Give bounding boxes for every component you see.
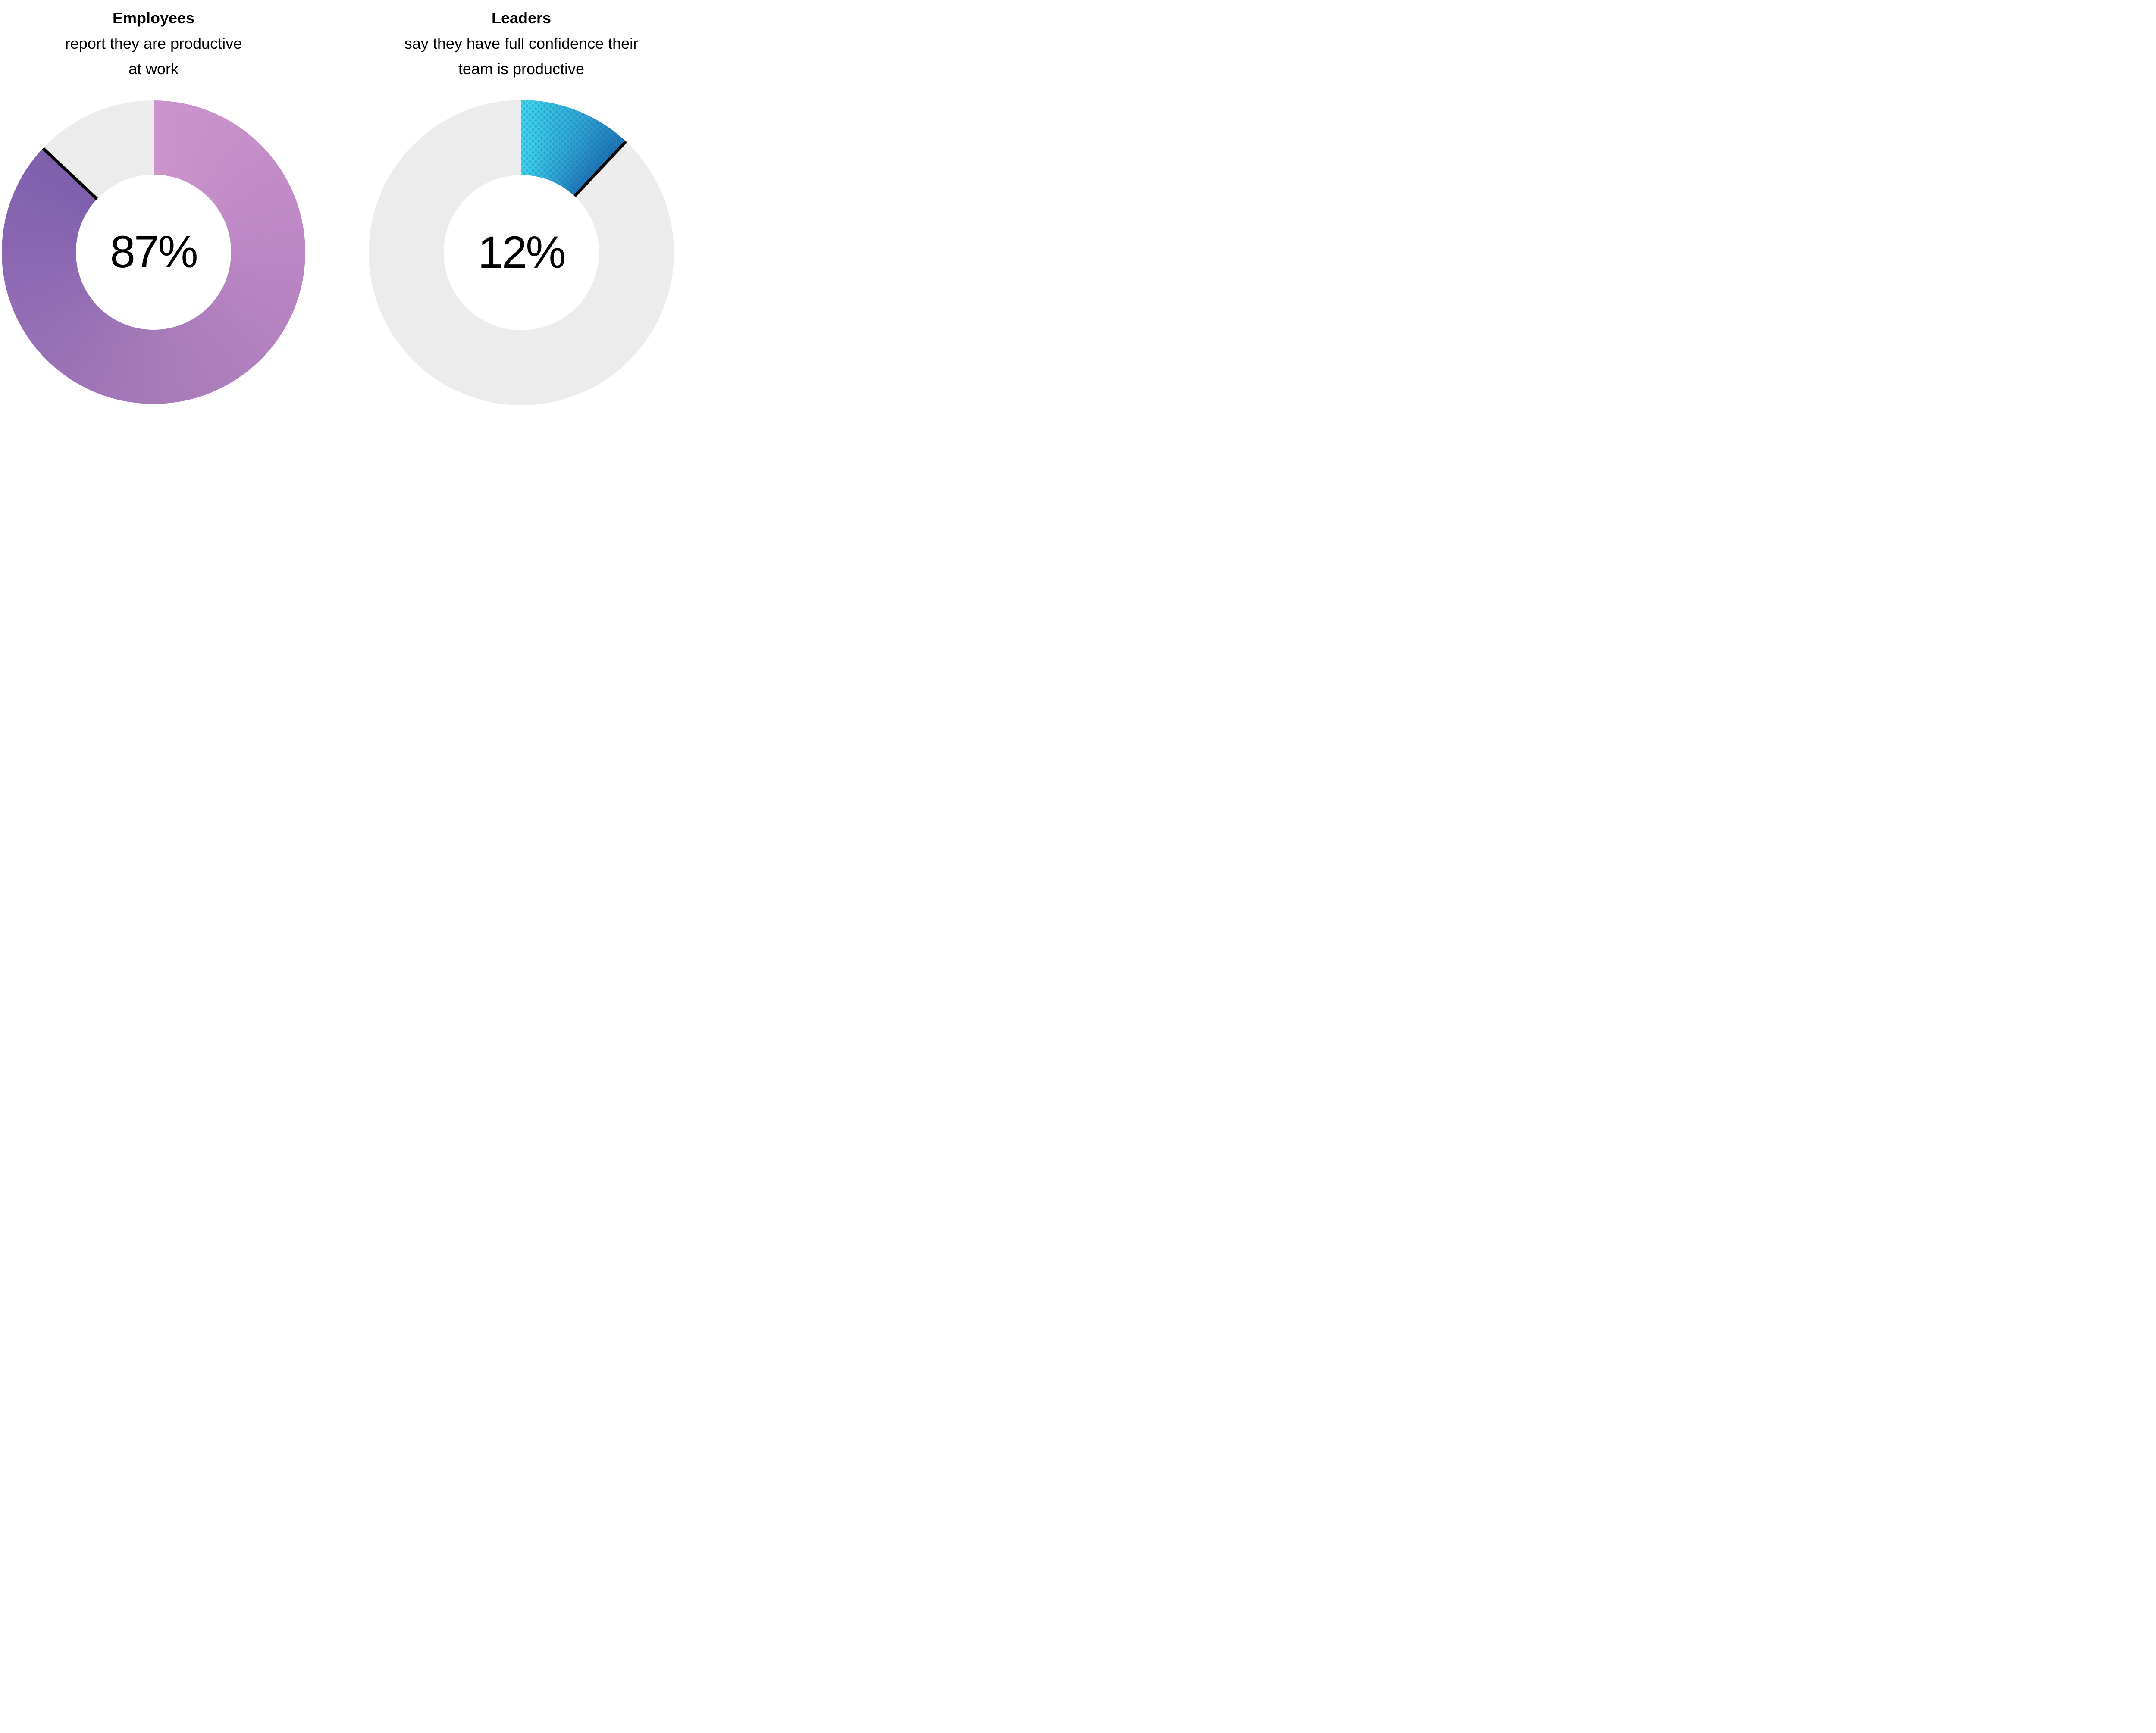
- donut-center-value-leaders: 12%: [478, 227, 566, 278]
- diamond-pattern-overlay: [521, 100, 626, 196]
- chart-subtitle-employees-line-1: report they are productive: [65, 34, 242, 52]
- donut-hole-employees: 87%: [76, 175, 231, 330]
- donut-leaders: 12%: [369, 100, 674, 405]
- donut-employees: 87%: [2, 100, 305, 404]
- patterned-slice: [521, 100, 626, 196]
- chart-title-leaders: Leaders say they have full confidence th…: [369, 5, 674, 81]
- chart-subtitle-leaders-line-1: say they have full confidence their: [404, 34, 639, 52]
- chart-subtitle-leaders-line-2: team is productive: [458, 60, 585, 78]
- donut-center-value-employees: 87%: [110, 227, 198, 277]
- chart-title-employees-bold: Employees: [112, 9, 195, 27]
- chart-title-leaders-bold: Leaders: [491, 9, 552, 27]
- donut-hole-leaders: 12%: [444, 175, 599, 330]
- infographic-canvas: Employees report they are productive at …: [0, 0, 675, 408]
- chart-title-employees: Employees report they are productive at …: [2, 5, 305, 81]
- chart-subtitle-employees-line-2: at work: [128, 60, 179, 78]
